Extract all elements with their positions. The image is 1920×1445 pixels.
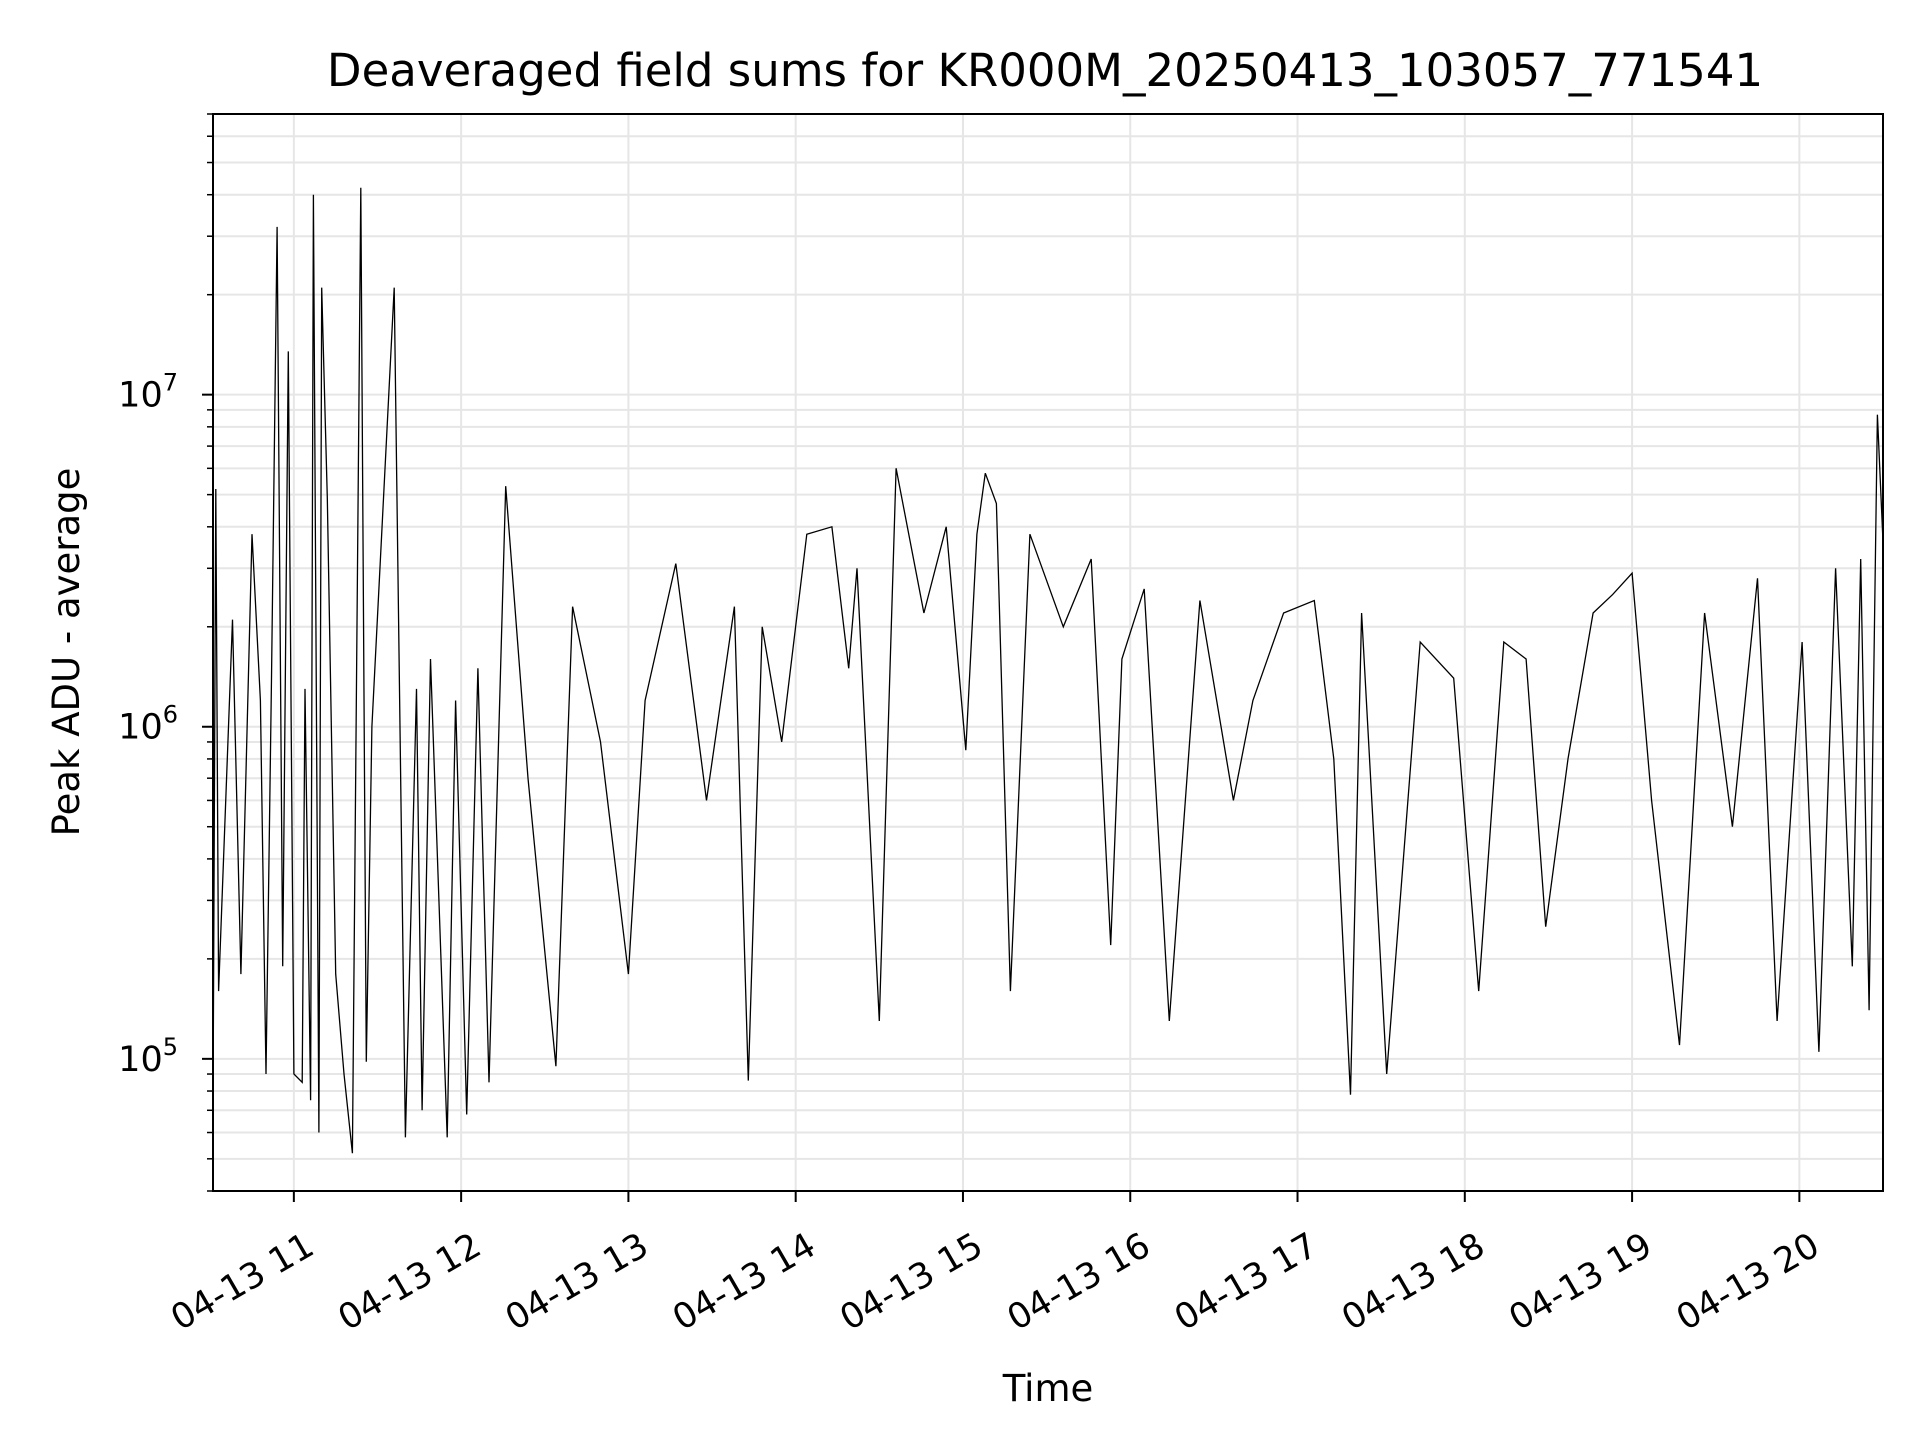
x-axis-label: Time	[1002, 1367, 1094, 1410]
y-tick-label: 105	[118, 1033, 178, 1080]
x-tick-label: 04-13 17	[1168, 1226, 1324, 1339]
x-tick-label: 04-13 15	[834, 1226, 990, 1339]
x-tick-label: 04-13 20	[1670, 1226, 1826, 1339]
y-axis-label: Peak ADU - average	[45, 468, 88, 837]
x-tick-label: 04-13 12	[332, 1226, 488, 1339]
series-line-0	[212, 187, 1884, 1154]
series-layer	[212, 187, 1884, 1154]
y-axis: 105 106 107	[118, 113, 213, 1192]
x-tick-label: 04-13 18	[1335, 1226, 1491, 1339]
x-tick-label: 04-13 16	[1001, 1226, 1157, 1339]
x-tick-label: 04-13 13	[499, 1226, 655, 1339]
grid-lines	[213, 113, 1883, 1192]
y-tick-label: 106	[118, 701, 178, 748]
x-tick-label: 04-13 14	[666, 1226, 822, 1339]
x-tick-label: 04-13 11	[164, 1226, 320, 1339]
x-axis: 04-13 11 04-13 12 04-13 13 04-13 14 04-13 15…	[164, 1191, 1826, 1339]
x-tick-label: 04-13 19	[1503, 1226, 1659, 1339]
y-tick-label: 107	[118, 369, 178, 416]
chart-title: Deaveraged field sums for KR000M_2025041…	[327, 44, 1763, 97]
plot-area-frame	[212, 113, 1884, 1192]
